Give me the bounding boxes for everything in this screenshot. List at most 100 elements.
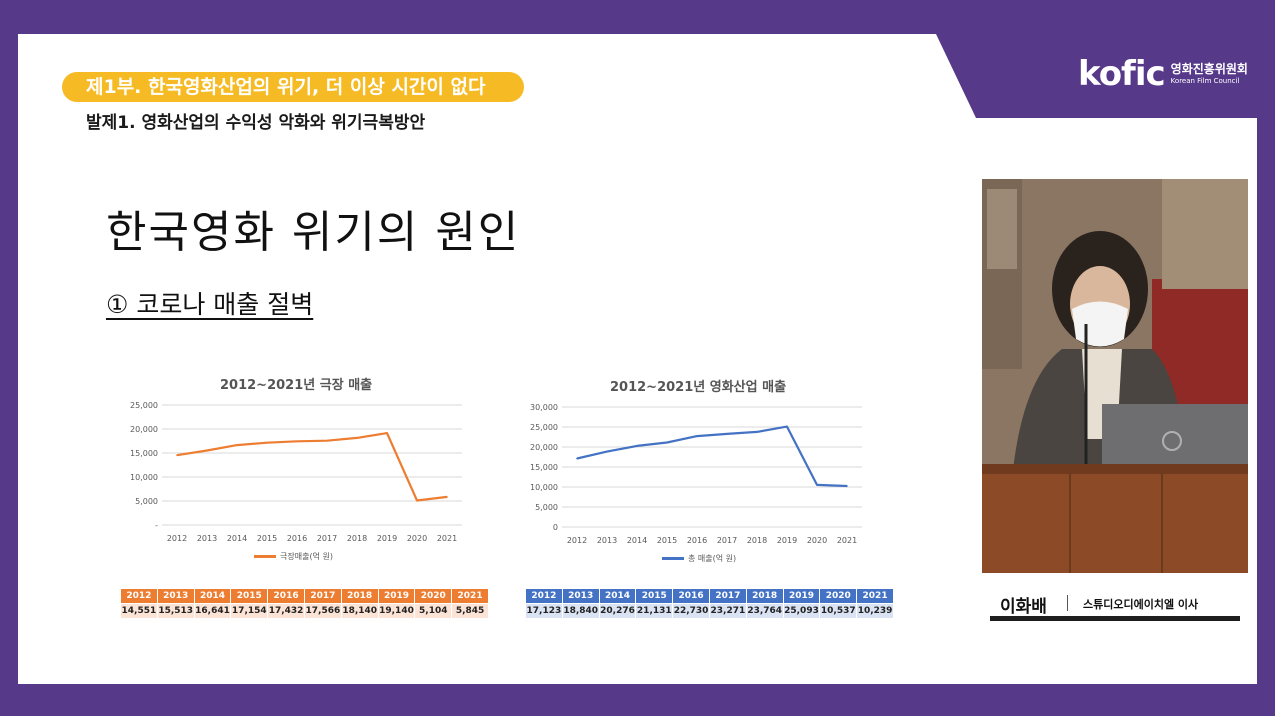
table-value-cell: 22,730	[672, 603, 710, 619]
data-point	[786, 425, 788, 428]
part-title: 제1부. 한국영화산업의 위기, 더 이상 시간이 없다	[86, 76, 486, 98]
data-point	[236, 444, 238, 446]
table-value-cell: 21,131	[635, 603, 674, 619]
data-point	[696, 435, 698, 437]
table-year-cell: 2020	[819, 588, 858, 604]
industry-revenue-table: 2012 2013 2014 2015 2016 2017 2018 2019 2020 2021…	[525, 588, 894, 619]
x-tick-label: 2018	[747, 536, 767, 545]
x-tick-label: 2013	[597, 536, 617, 545]
data-point	[636, 445, 638, 447]
table-year-row: 2012 2013 2014 2015 2016 2017 2018 2019 2020 2021	[120, 588, 489, 604]
table-value-cell: 5,104	[414, 603, 453, 619]
table-year-cell: 2018	[340, 588, 379, 604]
x-tick-label: 2014	[227, 534, 247, 543]
table-value-cell: 14,551	[120, 603, 158, 619]
y-tick-label: 0	[553, 523, 558, 532]
data-point	[606, 450, 608, 453]
table-value-cell: 23,764	[745, 603, 784, 619]
industry-revenue-chart: 30,000 25,000 20,000 15,000 10,000 5,000 0 2012…	[520, 397, 870, 552]
industry-chart-svg: 30,000 25,000 20,000 15,000 10,000 5,000 0 2012…	[530, 403, 862, 545]
speaker-video-frame	[982, 179, 1248, 573]
table-year-cell: 2016	[672, 588, 710, 604]
x-tick-label: 2017	[717, 536, 737, 545]
industry-chart-title: 2012~2021년 영화산업 매출	[610, 380, 787, 395]
x-tick-label: 2020	[407, 534, 427, 543]
nameplate-underline	[990, 616, 1240, 621]
data-point	[356, 437, 358, 439]
data-point	[816, 484, 818, 486]
table-year-cell: 2019	[377, 588, 416, 604]
x-tick-label: 2015	[657, 536, 677, 545]
data-point	[326, 439, 328, 442]
table-year-cell: 2018	[745, 588, 784, 604]
table-year-cell: 2016	[267, 588, 305, 604]
theater-revenue-chart: 25,000 20,000 15,000 10,000 5,000 -2012 2013 20…	[120, 395, 470, 550]
x-tick-label: 2019	[777, 536, 797, 545]
table-year-cell: 2020	[414, 588, 453, 604]
x-tick-label: 2012	[167, 534, 187, 543]
logo-english-name: Korean Film Council	[1170, 77, 1240, 85]
table-year-cell: 2013	[561, 588, 600, 604]
theater-chart-legend: 극장매출(억 원)	[254, 551, 333, 562]
table-value-row: 14,551 15,513 16,641 17,154 17,432 17,566 18,1…	[120, 603, 489, 619]
industry-chart-legend: 총 매출(억 원)	[662, 553, 736, 564]
table-value-cell: 25,093	[782, 603, 821, 619]
data-point	[666, 441, 668, 444]
x-tick-label: 2020	[807, 536, 827, 545]
data-point	[386, 432, 388, 434]
y-tick-label: 30,000	[530, 403, 558, 412]
y-tick-label: 10,000	[130, 473, 158, 482]
table-year-cell: 2021	[856, 588, 894, 604]
table-value-cell: 17,154	[230, 603, 269, 619]
data-point	[756, 431, 758, 433]
part-title-badge: 제1부. 한국영화산업의 위기, 더 이상 시간이 없다	[62, 72, 524, 102]
legend-label: 총 매출(억 원)	[688, 554, 737, 563]
x-tick-label: 2021	[837, 536, 857, 545]
table-year-cell: 2014	[193, 588, 232, 604]
theater-chart-title: 2012~2021년 극장 매출	[220, 378, 373, 393]
section-heading: ① 코로나 매출 절벽	[106, 290, 314, 319]
data-point	[176, 454, 178, 456]
table-value-cell: 20,276	[598, 603, 637, 619]
y-tick-label: 20,000	[130, 425, 158, 434]
speaker-role: 스튜디오디에이치엘 이사	[1083, 598, 1199, 611]
table-year-row: 2012 2013 2014 2015 2016 2017 2018 2019 2020 2021	[525, 588, 894, 604]
legend-swatch	[254, 555, 276, 558]
table-value-cell: 10,537	[819, 603, 858, 619]
theater-chart-svg: 25,000 20,000 15,000 10,000 5,000 -2012 2013 20…	[130, 401, 462, 543]
speaker-name: 이화배	[1000, 597, 1047, 617]
y-tick-label: 10,000	[530, 483, 558, 492]
x-tick-label: 2013	[197, 534, 217, 543]
legend-swatch	[662, 557, 684, 560]
data-point	[726, 433, 728, 435]
speaker-nameplate: 이화배 스튜디오디에이치엘 이사	[990, 590, 1240, 622]
y-tick-label: 5,000	[535, 503, 558, 512]
logo-korean-name: 영화진흥위원회	[1170, 62, 1248, 76]
table-year-cell: 2017	[303, 588, 342, 604]
table-value-cell: 17,123	[525, 603, 563, 619]
table-year-cell: 2021	[451, 588, 489, 604]
presentation-title: 발제1. 영화산업의 수익성 악화와 위기극복방안	[86, 113, 426, 133]
table-value-cell: 16,641	[193, 603, 232, 619]
y-tick-label: -	[155, 521, 158, 530]
kofic-logo: kofic 영화진흥위원회 Korean Film Council	[1078, 56, 1248, 92]
table-value-cell: 23,271	[708, 603, 747, 619]
x-tick-label: 2019	[377, 534, 397, 543]
x-tick-label: 2012	[567, 536, 587, 545]
x-tick-label: 2016	[287, 534, 307, 543]
table-value-cell: 15,513	[156, 603, 195, 619]
table-value-cell: 19,140	[377, 603, 416, 619]
y-tick-label: 15,000	[130, 449, 158, 458]
table-year-cell: 2013	[156, 588, 195, 604]
table-year-cell: 2014	[598, 588, 637, 604]
data-point	[576, 457, 578, 460]
table-value-cell: 18,140	[340, 603, 379, 619]
data-point	[206, 449, 208, 452]
table-year-cell: 2015	[230, 588, 269, 604]
table-value-row: 17,123 18,840 20,276 21,131 22,730 23,271 23,7…	[525, 603, 894, 619]
y-tick-label: 15,000	[530, 463, 558, 472]
table-year-cell: 2019	[782, 588, 821, 604]
table-year-cell: 2012	[525, 588, 563, 604]
data-point	[416, 499, 418, 502]
theater-revenue-table: 2012 2013 2014 2015 2016 2017 2018 2019 2020 2021…	[120, 588, 489, 619]
